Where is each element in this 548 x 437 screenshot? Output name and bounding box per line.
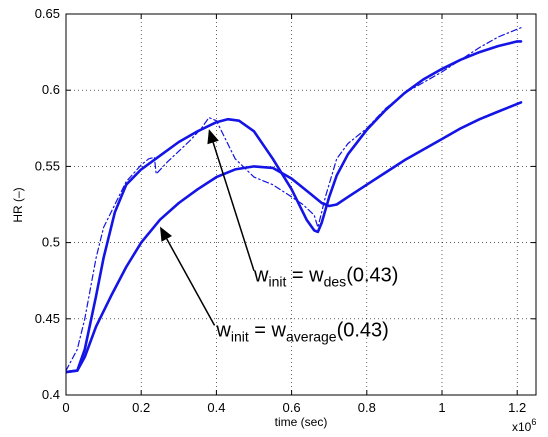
- y-tick-label: 0.4: [42, 387, 60, 402]
- x-multiplier: x106: [512, 417, 536, 434]
- annotation-rhs: w: [308, 264, 324, 286]
- annotation-rhs: w: [271, 319, 287, 341]
- x-multiplier-exp: 6: [531, 417, 536, 427]
- series-line-2: [66, 40, 523, 374]
- annotation-arrow-shaft: [212, 142, 255, 272]
- y-tick-label: 0.55: [35, 158, 60, 173]
- annotation-arrow-head: [160, 226, 172, 242]
- x-multiplier-base: x10: [512, 420, 532, 434]
- y-axis-label: HR (–): [11, 187, 25, 222]
- x-axis-label: time (sec): [275, 415, 328, 429]
- annotation-rhs-sub: des: [324, 273, 347, 289]
- x-tick-label: 0.2: [132, 400, 150, 415]
- annotation-label: winit = waverage(0.43): [215, 319, 388, 344]
- annotation-label: winit = wdes(0.43): [253, 264, 398, 289]
- y-tick-label: 0.5: [42, 235, 60, 250]
- annotation-equals: =: [286, 264, 309, 286]
- annotation-arrow-head: [207, 129, 219, 145]
- x-tick-label: 0.6: [283, 400, 301, 415]
- annotation-lhs: w: [215, 319, 231, 341]
- axis-ticks: 0 0.2 0.4 0.6 0.8 1 1.2 0.4 0.45 0.5 0.55 0.6 0.65: [35, 6, 536, 415]
- plot-frame: [65, 13, 537, 396]
- x-tick-label: 0: [62, 400, 69, 415]
- annotation-tail: (0.43): [346, 264, 398, 286]
- annotation-lhs-sub: init: [268, 273, 286, 289]
- y-tick-label: 0.65: [35, 6, 60, 21]
- annotation-lhs: w: [253, 264, 269, 286]
- series-line-3: [66, 101, 523, 374]
- series-line-1: [66, 27, 522, 372]
- x-tick-label: 1.2: [508, 400, 526, 415]
- x-tick-label: 1: [438, 400, 445, 415]
- x-tick-label: 0.4: [207, 400, 225, 415]
- annotations: winit = wdes(0.43)winit = waverage(0.43): [160, 129, 398, 344]
- annotation-equals: =: [249, 319, 272, 341]
- annotation-tail: (0.43): [337, 319, 389, 341]
- y-tick-label: 0.6: [42, 82, 60, 97]
- annotation-lhs-sub: init: [231, 328, 249, 344]
- annotation-arrow-shaft: [166, 238, 216, 326]
- x-tick-label: 0.8: [358, 400, 376, 415]
- annotation-rhs-sub: average: [286, 328, 337, 344]
- y-tick-label: 0.45: [35, 311, 60, 326]
- series-lines: [66, 27, 523, 374]
